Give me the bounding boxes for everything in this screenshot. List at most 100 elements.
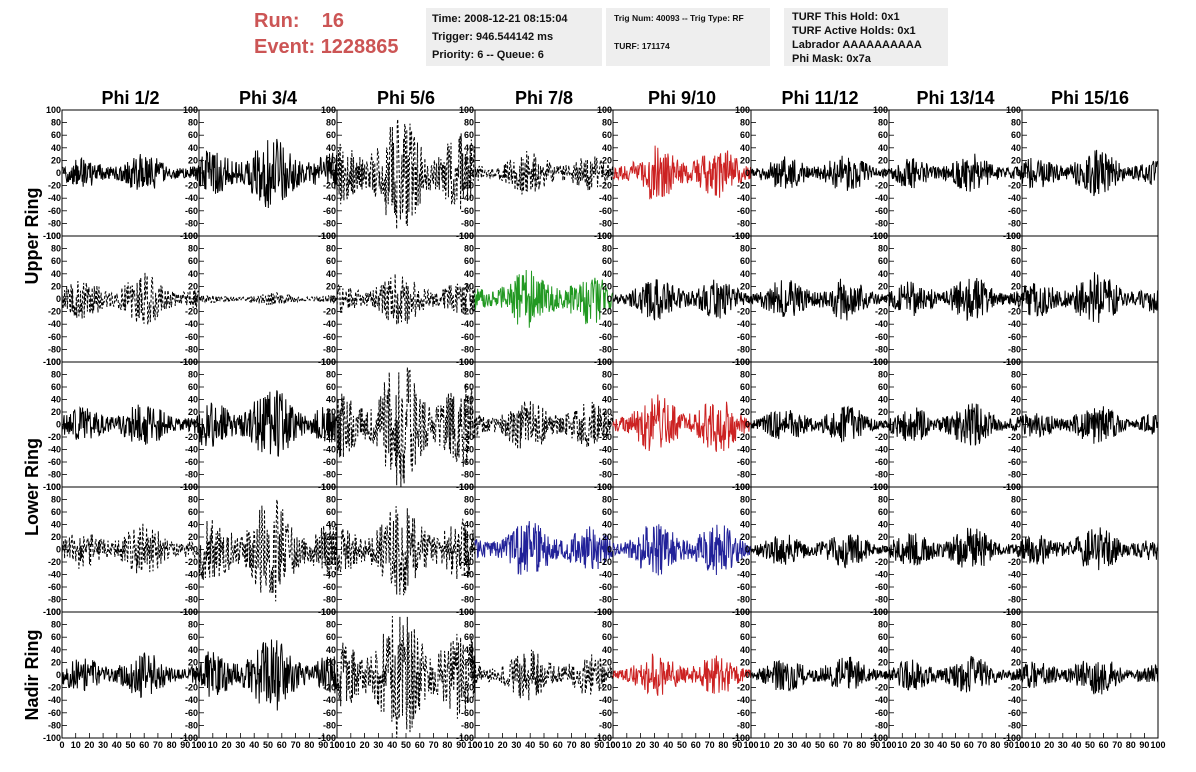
y-tick-label: -20: [599, 557, 612, 567]
y-tick-label: 0: [1016, 670, 1021, 680]
waveform-trace: [1021, 406, 1159, 444]
y-tick-label: -80: [323, 344, 336, 354]
y-tick-label: 40: [188, 143, 198, 153]
waveform-trace: [1021, 149, 1159, 197]
y-tick-label: -100: [870, 733, 888, 743]
y-tick-label: -60: [461, 206, 474, 216]
y-tick-label: -40: [461, 193, 474, 203]
y-tick-label: 80: [1011, 370, 1021, 380]
x-tick-label: 60: [1099, 740, 1109, 750]
column-header: Phi 11/12: [781, 88, 858, 108]
y-tick-label: 80: [51, 370, 61, 380]
x-tick-label: 100: [467, 740, 482, 750]
y-tick-label: 60: [740, 632, 750, 642]
y-tick-label: 0: [469, 168, 474, 178]
x-tick-label: 50: [1085, 740, 1095, 750]
y-tick-label: -20: [875, 181, 888, 191]
y-tick-label: 100: [1006, 231, 1021, 241]
run-row: Run: 16: [254, 8, 399, 34]
waveform-trace: [61, 652, 200, 699]
y-tick-label: 40: [878, 143, 888, 153]
y-tick-label: 80: [188, 244, 198, 254]
ring-label: Upper Ring: [22, 188, 42, 285]
y-tick-label: 40: [878, 269, 888, 279]
y-tick-label: -80: [323, 720, 336, 730]
x-tick-label: 70: [153, 740, 163, 750]
y-tick-label: 40: [602, 143, 612, 153]
y-tick-label: -60: [875, 332, 888, 342]
y-tick-label: 40: [188, 395, 198, 405]
y-tick-label: 80: [1011, 495, 1021, 505]
y-tick-label: 100: [321, 105, 336, 115]
x-tick-label: 80: [167, 740, 177, 750]
y-tick-label: 100: [597, 105, 612, 115]
y-tick-label: 100: [46, 607, 61, 617]
y-tick-label: 80: [464, 620, 474, 630]
y-tick-label: 0: [331, 545, 336, 555]
y-tick-label: -80: [48, 344, 61, 354]
y-tick-label: 0: [607, 168, 612, 178]
y-tick-label: 100: [321, 357, 336, 367]
y-tick-label: 20: [1011, 532, 1021, 542]
y-tick-label: -60: [599, 708, 612, 718]
y-tick-label: 40: [740, 269, 750, 279]
y-tick-label: -20: [185, 432, 198, 442]
y-tick-label: 100: [597, 231, 612, 241]
y-tick-label: -60: [461, 582, 474, 592]
y-tick-label: -20: [1008, 307, 1021, 317]
y-tick-label: 60: [51, 632, 61, 642]
y-tick-label: -40: [1008, 193, 1021, 203]
x-tick-label: 90: [180, 740, 190, 750]
y-tick-label: -20: [599, 683, 612, 693]
y-tick-label: -60: [875, 582, 888, 592]
y-tick-label: -40: [599, 193, 612, 203]
x-tick-label: 10: [1031, 740, 1041, 750]
y-tick-label: 40: [51, 645, 61, 655]
y-tick-label: 20: [51, 281, 61, 291]
x-tick-label: 60: [691, 740, 701, 750]
y-tick-label: -80: [461, 218, 474, 228]
y-tick-label: 60: [602, 507, 612, 517]
y-tick-label: 20: [188, 532, 198, 542]
y-tick-label: 60: [51, 130, 61, 140]
y-tick-label: -100: [43, 357, 61, 367]
y-tick-label: 0: [193, 545, 198, 555]
y-tick-label: -40: [323, 570, 336, 580]
y-tick-label: -20: [599, 432, 612, 442]
waveform-trace: [474, 400, 614, 450]
y-tick-label: 20: [51, 532, 61, 542]
y-tick-label: 80: [740, 620, 750, 630]
y-tick-label: -80: [461, 344, 474, 354]
y-tick-label: -60: [323, 582, 336, 592]
x-tick-label: 60: [553, 740, 563, 750]
waveform-trace: [474, 150, 614, 195]
y-tick-label: -80: [1008, 595, 1021, 605]
y-tick-label: -40: [48, 570, 61, 580]
y-tick-label: -40: [461, 319, 474, 329]
y-tick-label: 20: [740, 281, 750, 291]
trig-info-box: Trig Num: 40093 -- Trig Type: RF TURF: 1…: [606, 8, 770, 66]
y-tick-label: 80: [188, 495, 198, 505]
y-tick-label: 60: [326, 507, 336, 517]
column-header: Phi 7/8: [515, 88, 573, 108]
x-tick-label: 40: [801, 740, 811, 750]
y-tick-label: -60: [461, 708, 474, 718]
y-tick-label: 40: [602, 269, 612, 279]
y-tick-label: 0: [193, 420, 198, 430]
y-tick-label: -40: [1008, 695, 1021, 705]
y-tick-label: 0: [331, 420, 336, 430]
y-tick-label: -80: [599, 344, 612, 354]
y-tick-label: 100: [321, 231, 336, 241]
y-tick-label: -100: [43, 231, 61, 241]
x-tick-label: 20: [84, 740, 94, 750]
y-tick-label: -100: [732, 733, 750, 743]
trigger-text: Trigger: 946.544142 ms: [432, 31, 554, 43]
y-tick-label: 20: [326, 155, 336, 165]
y-tick-label: -80: [323, 470, 336, 480]
y-tick-label: 40: [602, 520, 612, 530]
y-tick-label: 60: [1011, 507, 1021, 517]
